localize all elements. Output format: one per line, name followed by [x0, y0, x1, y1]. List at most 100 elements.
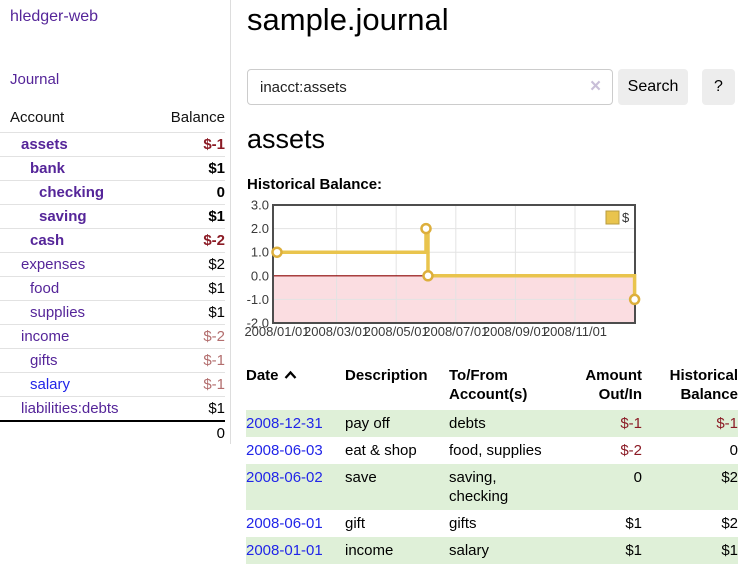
svg-text:2008/05/01: 2008/05/01 [364, 324, 429, 339]
accounts-total-value: 0 [216, 424, 225, 442]
column-header-date[interactable]: Date [246, 364, 345, 410]
account-link-liabilities-debts[interactable]: liabilities:debts [21, 400, 119, 417]
chart-title: Historical Balance: [247, 176, 383, 193]
account-row: bank $1 [0, 156, 225, 180]
transactions-body: 2008-12-31 pay off debts $-1 $-1 2008-06-03 ea… [246, 410, 738, 564]
column-header-balance: Historical Balance [669, 367, 738, 403]
account-link-cash[interactable]: cash [30, 232, 65, 249]
transaction-row[interactable]: 2008-06-02 save saving, checking 0 $2 [246, 464, 738, 510]
accounts-table-header: Account Balance [0, 106, 225, 132]
help-button[interactable]: ? [702, 69, 735, 105]
account-balance: $1 [208, 400, 225, 417]
account-row: checking 0 [0, 180, 225, 204]
account-link-income[interactable]: income [21, 328, 70, 345]
transaction-balance: $2 [721, 515, 738, 532]
svg-text:2008/11/01: 2008/11/01 [543, 324, 607, 339]
transaction-date-link[interactable]: 2008-06-01 [246, 515, 323, 532]
column-header-description: Description [345, 367, 428, 384]
transaction-row[interactable]: 2008-06-01 gift gifts $1 $2 [246, 510, 738, 537]
account-balance: 0 [216, 184, 225, 201]
sidebar: hledger-web Journal Account Balance asse… [0, 0, 231, 444]
search-form: × Search ? [247, 69, 737, 105]
account-balance: $-1 [203, 376, 225, 393]
transaction-description: eat & shop [345, 442, 417, 459]
chart-container: $3.0 2.0 1.0 0.0 -1.0 -2.0 2008/01/01 2008/03/0… [240, 198, 742, 343]
sidebar-item-journal[interactable]: Journal [10, 71, 60, 88]
account-page-heading: assets [247, 124, 326, 154]
transaction-row[interactable]: 2008-06-03 eat & shop food, supplies $-2 0 [246, 437, 738, 464]
transaction-date-link[interactable]: 2008-12-31 [246, 415, 323, 432]
account-balance: $2 [208, 256, 225, 273]
balance-chart: $3.0 2.0 1.0 0.0 -1.0 -2.02008/01/012008/03/0… [244, 198, 641, 339]
transaction-balance: $1 [721, 542, 738, 559]
svg-text:0.0: 0.0 [251, 268, 269, 283]
svg-text:3.0: 3.0 [251, 198, 269, 213]
transaction-description: pay off [345, 415, 390, 432]
balance-column-header: Balance [170, 109, 225, 126]
transaction-row[interactable]: 2008-12-31 pay off debts $-1 $-1 [246, 410, 738, 437]
account-balance: $1 [208, 208, 225, 225]
transaction-accounts: saving, checking [449, 469, 509, 505]
transaction-amount: 0 [633, 469, 642, 486]
account-row: income $-2 [0, 324, 225, 348]
accounts-rows: assets $-1 bank $1 checking 0 saving $1 cash $-2 e… [0, 132, 225, 420]
account-link-saving[interactable]: saving [39, 208, 87, 225]
transaction-balance: 0 [729, 442, 738, 459]
account-row: food $1 [0, 276, 225, 300]
account-row: gifts $-1 [0, 348, 225, 372]
transaction-accounts: food, supplies [449, 442, 542, 459]
account-balance: $-1 [203, 352, 225, 369]
account-balance: $-2 [203, 328, 225, 345]
account-link-checking[interactable]: checking [39, 184, 105, 201]
svg-text:2008/01/01: 2008/01/01 [244, 324, 309, 339]
svg-text:2.0: 2.0 [251, 221, 269, 236]
account-row: assets $-1 [0, 132, 225, 156]
column-header-amount: Amount Out/In [585, 367, 642, 403]
svg-text:$: $ [622, 210, 630, 225]
search-input[interactable] [247, 69, 613, 105]
account-balance: $1 [208, 160, 225, 177]
account-link-expenses[interactable]: expenses [21, 256, 86, 273]
account-row: liabilities:debts $1 [0, 396, 225, 420]
transaction-accounts: salary [449, 542, 490, 559]
svg-text:-1.0: -1.0 [247, 292, 269, 307]
app-brand-link[interactable]: hledger-web [10, 8, 99, 25]
sort-ascending-icon [284, 366, 297, 385]
transactions-table: Date Description To/From Account(s) Amoun… [246, 364, 738, 564]
account-column-header: Account [10, 109, 65, 126]
account-link-assets[interactable]: assets [21, 136, 68, 153]
transaction-amount: $1 [625, 542, 642, 559]
account-row: salary $-1 [0, 372, 225, 396]
svg-text:2008/03/01: 2008/03/01 [304, 324, 369, 339]
transaction-date-link[interactable]: 2008-06-02 [246, 469, 323, 486]
accounts-table: Account Balance assets $-1 bank $1 checking 0… [0, 106, 225, 444]
transaction-balance: $2 [721, 469, 738, 486]
account-link-salary[interactable]: salary [30, 376, 71, 393]
clear-search-icon[interactable]: × [590, 76, 602, 97]
transaction-amount: $-2 [620, 442, 642, 459]
account-balance: $1 [208, 304, 225, 321]
account-link-food[interactable]: food [30, 280, 60, 297]
column-header-accounts: To/From Account(s) [449, 367, 528, 403]
account-balance: $-1 [203, 136, 225, 153]
transaction-balance: $-1 [716, 415, 738, 432]
account-link-gifts[interactable]: gifts [30, 352, 58, 369]
account-balance: $1 [208, 280, 225, 297]
transaction-date-link[interactable]: 2008-06-03 [246, 442, 323, 459]
svg-text:2008/09/01: 2008/09/01 [483, 324, 548, 339]
account-link-bank[interactable]: bank [30, 160, 66, 177]
transaction-accounts: gifts [449, 515, 477, 532]
account-row: supplies $1 [0, 300, 225, 324]
transaction-amount: $1 [625, 515, 642, 532]
transaction-description: income [345, 542, 394, 559]
account-link-supplies[interactable]: supplies [30, 304, 86, 321]
search-button[interactable]: Search [618, 69, 688, 105]
accounts-total-row: 0 [0, 420, 225, 444]
account-balance: $-2 [203, 232, 225, 249]
page-title: sample.journal [247, 2, 449, 37]
transaction-row[interactable]: 2008-01-01 income salary $1 $1 [246, 537, 738, 564]
transaction-amount: $-1 [620, 415, 642, 432]
account-row: cash $-2 [0, 228, 225, 252]
transaction-date-link[interactable]: 2008-01-01 [246, 542, 323, 559]
account-row: expenses $2 [0, 252, 225, 276]
